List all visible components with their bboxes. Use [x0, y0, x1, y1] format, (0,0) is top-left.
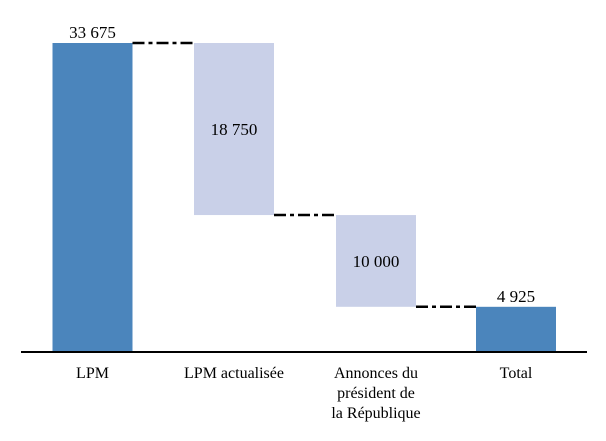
- category-label-annonces-president: Annonces du président de la République: [331, 365, 420, 422]
- bar-lpm-actualisee: [194, 43, 274, 216]
- bar-value-label-annonces-president: 10 000: [353, 252, 400, 271]
- bar-value-label-total: 4 925: [497, 287, 535, 306]
- bar-total: [476, 306, 556, 352]
- category-label-lpm: LPM: [76, 365, 109, 382]
- category-label-line: Total: [500, 365, 533, 382]
- category-label-line: la République: [331, 405, 420, 422]
- bar-value-label-lpm: 33 675: [69, 23, 116, 42]
- category-label-line: LPM: [76, 365, 109, 382]
- category-label-lpm-actualisee: LPM actualisée: [184, 365, 284, 382]
- category-label-line: Annonces du: [334, 365, 418, 382]
- category-label-total: Total: [500, 365, 533, 382]
- bar-annonces-president: [336, 215, 416, 307]
- bar-value-label-lpm-actualisee: 18 750: [211, 120, 258, 139]
- category-label-line: LPM actualisée: [184, 365, 284, 382]
- category-label-line: président de: [337, 385, 415, 402]
- bar-lpm: [52, 43, 133, 352]
